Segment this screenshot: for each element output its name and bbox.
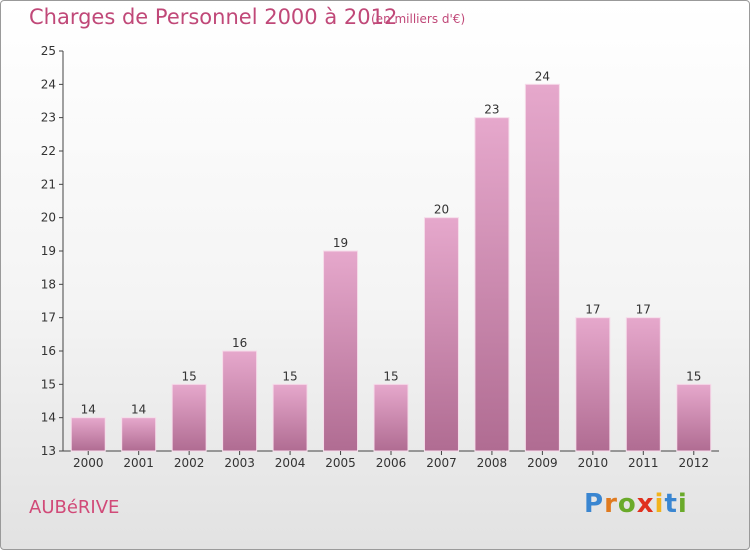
- proxiti-logo: Proxiti: [584, 489, 688, 519]
- y-tick-label: 17: [41, 311, 56, 325]
- bar-2006: [373, 383, 409, 452]
- y-tick-label: 21: [41, 177, 56, 191]
- x-tick-label-2012: 2012: [678, 456, 709, 470]
- logo-letter: x: [636, 489, 655, 519]
- bar-2005: [323, 250, 359, 452]
- y-tick-label: 13: [41, 444, 56, 458]
- data-label-2009: 24: [535, 69, 550, 83]
- chart-unit-note: (en milliers d'€): [371, 12, 466, 26]
- y-tick-label: 22: [41, 144, 56, 158]
- data-label-2006: 15: [383, 369, 398, 383]
- data-label-2005: 19: [333, 236, 348, 250]
- bar-2003: [222, 350, 258, 452]
- commune-name: AUBéRIVE: [29, 497, 120, 518]
- x-tick-label-2001: 2001: [123, 456, 154, 470]
- x-tick-label-2005: 2005: [325, 456, 356, 470]
- bar-2009: [524, 83, 560, 452]
- bar-2010: [575, 317, 611, 452]
- x-tick-label-2008: 2008: [477, 456, 508, 470]
- data-label-2008: 23: [484, 103, 499, 117]
- y-tick-label: 19: [41, 244, 56, 258]
- x-tick-label-2009: 2009: [527, 456, 558, 470]
- x-tick-label-2006: 2006: [376, 456, 407, 470]
- x-tick-label-2007: 2007: [426, 456, 457, 470]
- logo-letter: P: [584, 489, 605, 519]
- data-label-2000: 14: [81, 403, 96, 417]
- bar-2008: [474, 117, 510, 452]
- x-tick-label-2000: 2000: [73, 456, 104, 470]
- data-label-2003: 16: [232, 336, 247, 350]
- x-tick-label-2003: 2003: [224, 456, 255, 470]
- x-tick-label-2004: 2004: [275, 456, 306, 470]
- y-tick-label: 14: [41, 411, 56, 425]
- bar-2007: [423, 217, 459, 452]
- x-tick-label-2002: 2002: [174, 456, 205, 470]
- bar-2004: [272, 383, 308, 452]
- y-tick-label: 15: [41, 377, 56, 391]
- logo-letter: t: [664, 489, 678, 519]
- chart-title: Charges de Personnel 2000 à 2012: [29, 5, 398, 29]
- y-tick-label: 16: [41, 344, 56, 358]
- logo-letter: o: [617, 489, 637, 519]
- data-label-2007: 20: [434, 203, 449, 217]
- bar-2012: [676, 383, 712, 452]
- bar-2000: [70, 417, 106, 452]
- bar-2002: [171, 383, 207, 452]
- logo-letter: r: [604, 489, 618, 519]
- data-label-2001: 14: [131, 403, 146, 417]
- x-tick-label-2010: 2010: [578, 456, 609, 470]
- data-label-2011: 17: [636, 303, 651, 317]
- data-label-2010: 17: [585, 303, 600, 317]
- logo-letter: i: [677, 489, 688, 519]
- logo-letter: i: [654, 489, 665, 519]
- bar-2011: [625, 317, 661, 452]
- y-tick-label: 23: [41, 111, 56, 125]
- y-tick-label: 18: [41, 277, 56, 291]
- y-tick-label: 24: [41, 77, 56, 91]
- bar-2001: [121, 417, 157, 452]
- data-label-2004: 15: [282, 369, 297, 383]
- y-tick-label: 20: [41, 211, 56, 225]
- data-label-2012: 15: [686, 369, 701, 383]
- data-label-2002: 15: [182, 369, 197, 383]
- x-tick-label-2011: 2011: [628, 456, 659, 470]
- y-tick-label: 25: [41, 44, 56, 58]
